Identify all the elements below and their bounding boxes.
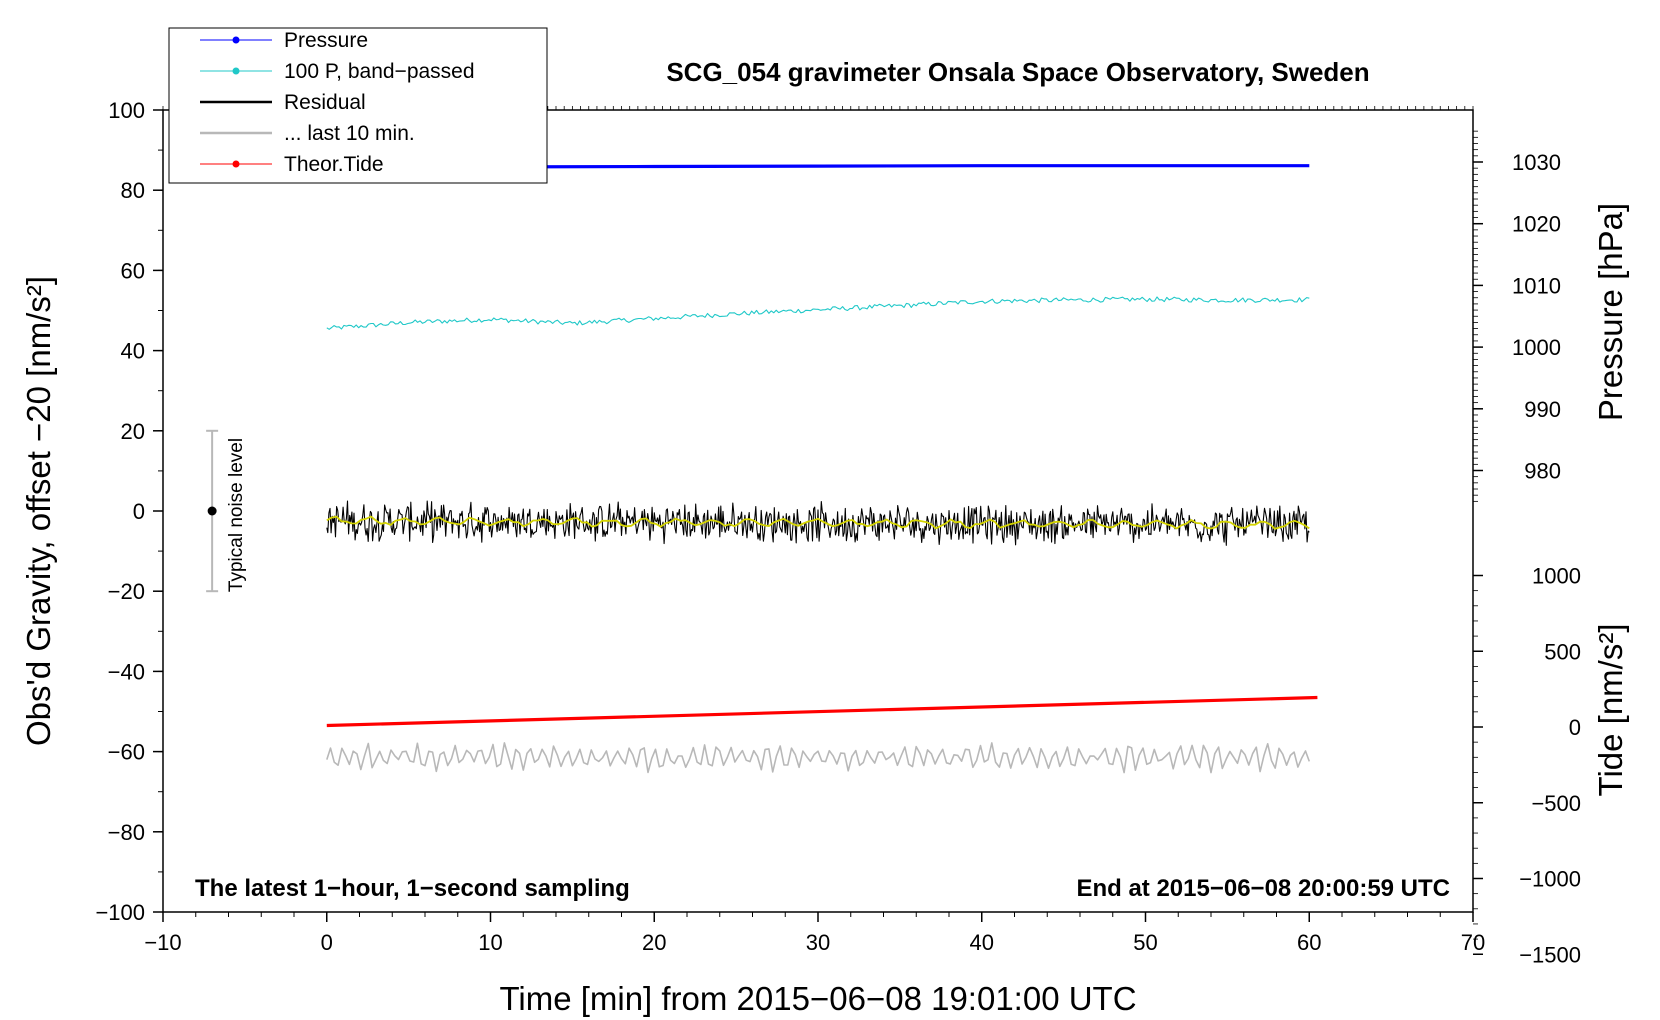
x-tick-label: 50 xyxy=(1133,930,1157,955)
note-right: End at 2015−06−08 20:00:59 UTC xyxy=(1076,875,1450,902)
legend-label: Theor.Tide xyxy=(284,153,384,176)
pressure-tick-label: 980 xyxy=(1524,459,1561,484)
pressure-tick-label: 1010 xyxy=(1512,273,1561,298)
series-last-10-min xyxy=(326,742,1311,774)
noise-indicator: Typical noise level xyxy=(206,429,247,593)
x-tick-label: −10 xyxy=(144,930,181,955)
legend-marker xyxy=(232,160,240,168)
legend-label: Pressure xyxy=(284,29,368,52)
noise-label: Typical noise level xyxy=(226,438,247,592)
tide-tick-label: −1000 xyxy=(1519,867,1581,892)
y-tick-label: −40 xyxy=(108,659,145,684)
noise-center-dot xyxy=(207,506,217,516)
x-axis-title: Time [min] from 2015−06−08 19:01:00 UTC xyxy=(499,980,1136,1017)
y-tick-label: 100 xyxy=(108,98,145,123)
legend: Pressure 100 P, band−passed Residual ... la… xyxy=(168,27,548,184)
series-100-p-band-passed xyxy=(326,296,1310,330)
legend-label: ... last 10 min. xyxy=(284,122,415,145)
tide-axis-title: Tide [nm/s²] xyxy=(1592,624,1629,797)
chart-title: SCG_054 gravimeter Onsala Space Observat… xyxy=(666,57,1369,87)
legend-box xyxy=(168,27,548,184)
pressure-tick-label: 990 xyxy=(1524,397,1561,422)
y-tick-label: −80 xyxy=(108,820,145,845)
x-tick-label: 40 xyxy=(970,930,994,955)
y-tick-label: 80 xyxy=(121,178,145,203)
tide-tick-label: 500 xyxy=(1544,639,1581,664)
tide-tick-label: 1000 xyxy=(1532,564,1581,589)
series-residual-smoothed xyxy=(326,515,1310,530)
x-tick-label: 60 xyxy=(1297,930,1321,955)
legend-label: 100 P, band−passed xyxy=(284,60,475,83)
y-tick-label: −100 xyxy=(95,900,145,925)
y-axis-left: −100 −80 −60 −40 −20 0 20 40 60 80 100 xyxy=(95,98,163,925)
y-tick-label: −20 xyxy=(108,579,145,604)
tide-axis: −1500 −1000 −500 0 500 1000 xyxy=(1473,564,1581,967)
x-axis: −10 0 10 20 30 40 50 60 70 xyxy=(144,106,1485,955)
pressure-axis: 980 990 1000 1010 1020 1030 xyxy=(1473,130,1561,502)
legend-marker xyxy=(232,36,240,44)
pressure-axis-title: Pressure [hPa] xyxy=(1592,203,1629,421)
tide-tick-label: −1500 xyxy=(1519,942,1581,967)
pressure-tick-label: 1000 xyxy=(1512,335,1561,360)
note-left: The latest 1−hour, 1−second sampling xyxy=(195,875,630,902)
x-tick-label: 20 xyxy=(642,930,666,955)
y-tick-label: 40 xyxy=(121,339,145,364)
pressure-tick-label: 1030 xyxy=(1512,150,1561,175)
x-tick-label: 10 xyxy=(478,930,502,955)
x-tick-label: 30 xyxy=(806,930,830,955)
x-tick-label: 0 xyxy=(321,930,333,955)
pressure-tick-label: 1020 xyxy=(1512,212,1561,237)
legend-marker xyxy=(232,67,240,75)
tide-tick-label: 0 xyxy=(1569,715,1581,740)
y-tick-label: 60 xyxy=(121,258,145,283)
y-tick-label: 20 xyxy=(121,419,145,444)
y-tick-label: 0 xyxy=(133,499,145,524)
series-residual xyxy=(326,500,1310,546)
legend-label: Residual xyxy=(284,91,366,114)
y-axis-title-left: Obs'd Gravity, offset −20 [nm/s²] xyxy=(20,276,57,746)
x-tick-label: 70 xyxy=(1461,930,1485,955)
series-group xyxy=(326,164,1318,774)
series-theor-tide xyxy=(326,695,1318,728)
tide-tick-label: −500 xyxy=(1531,791,1581,816)
y-tick-label: −60 xyxy=(108,740,145,765)
